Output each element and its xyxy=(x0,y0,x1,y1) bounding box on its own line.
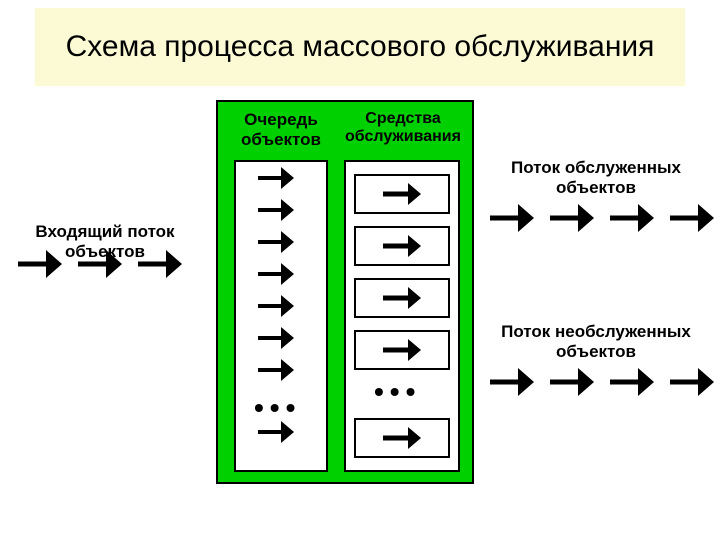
unserved-label: Поток необслуженных объектов xyxy=(480,322,712,362)
server-slot xyxy=(354,226,450,266)
unserved-arrow xyxy=(610,368,654,401)
title-text: Схема процесса массового обслуживания xyxy=(66,30,655,64)
server-slot xyxy=(354,174,450,214)
unserved-arrow xyxy=(490,368,534,401)
queue-arrow xyxy=(258,295,294,322)
queue-arrow xyxy=(258,167,294,194)
queue-arrow xyxy=(258,359,294,386)
queue-label: Очередь объектов xyxy=(228,110,334,150)
served-arrow xyxy=(610,204,654,237)
server-slot xyxy=(354,330,450,370)
incoming-arrow xyxy=(138,250,182,283)
queue-arrow xyxy=(258,199,294,226)
unserved-arrow xyxy=(670,368,714,401)
server-slot xyxy=(354,418,450,458)
queue-ellipsis: ••• xyxy=(254,392,301,424)
unserved-arrow xyxy=(550,368,594,401)
queue-arrow xyxy=(258,327,294,354)
servers-label: Средства обслуживания xyxy=(342,110,464,146)
served-arrow xyxy=(670,204,714,237)
queue-arrow xyxy=(258,263,294,290)
incoming-arrow xyxy=(78,250,122,283)
served-arrow xyxy=(490,204,534,237)
servers-ellipsis: ••• xyxy=(374,376,421,408)
queue-arrow xyxy=(258,421,294,448)
incoming-arrow xyxy=(18,250,62,283)
server-slot xyxy=(354,278,450,318)
page-title: Схема процесса массового обслуживания xyxy=(35,8,685,86)
served-label: Поток обслуженных объектов xyxy=(480,158,712,198)
queue-arrow xyxy=(258,231,294,258)
served-arrow xyxy=(550,204,594,237)
